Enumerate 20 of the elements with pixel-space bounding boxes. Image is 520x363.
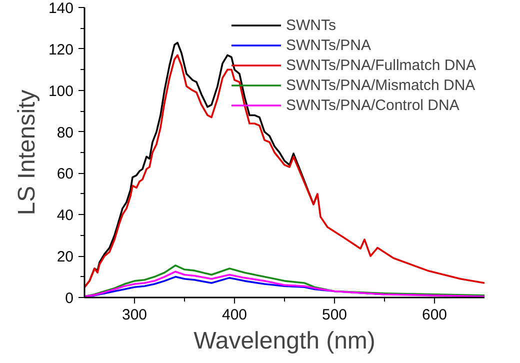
legend-label: SWNTs/PNA/Fullmatch DNA (286, 56, 476, 74)
legend-label: SWNTs/PNA/Control DNA (286, 96, 460, 114)
y-tick-label: 60 (56, 166, 74, 183)
legend-label: SWNTs (286, 16, 336, 34)
y-tick-label: 140 (48, 0, 74, 17)
x-tick-label: 600 (422, 306, 448, 324)
y-tick-label: 20 (56, 248, 74, 266)
y-axis-title: LS Intensity (13, 90, 40, 216)
y-tick-label: 0 (65, 290, 74, 307)
y-tick-label: 40 (56, 207, 74, 224)
line-series (84, 54, 484, 288)
x-tick-label: 300 (122, 306, 148, 324)
x-axis-title: Wavelength (nm) (194, 328, 376, 354)
legend-label: SWNTs/PNA (286, 36, 371, 54)
x-tick-label: 500 (322, 306, 348, 324)
x-tick-label: 400 (222, 306, 248, 324)
y-tick-label: 100 (48, 82, 74, 100)
y-tick-label: 80 (56, 124, 74, 142)
legend-label: SWNTs/PNA/Mismatch DNA (286, 76, 476, 94)
y-tick-label: 120 (48, 41, 74, 58)
